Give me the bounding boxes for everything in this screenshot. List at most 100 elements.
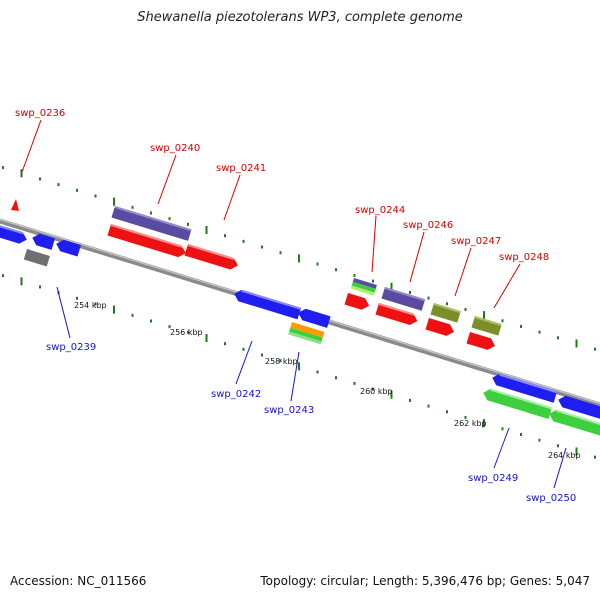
gene-blue-left-2[interactable] (30, 232, 56, 250)
lower-track-tick (187, 330, 189, 334)
gene-red-0248-strand[interactable] (466, 332, 496, 352)
upper-track-tick (557, 336, 559, 340)
lower-track-tick (261, 353, 263, 357)
lower-track-tick (113, 305, 115, 314)
lower-track-tick (409, 398, 411, 402)
label-connectors (21, 119, 567, 489)
lower-track-tick (538, 438, 541, 442)
kbp-label-260: 260 kbp (360, 387, 393, 396)
lower-dotted-track (2, 274, 596, 459)
upper-track-tick (168, 217, 171, 221)
upper-track-tick (261, 245, 263, 249)
lower-track-tick (520, 432, 522, 436)
gene-swp_0240[interactable] (111, 206, 192, 241)
label-swp_0248[interactable]: swp_0248 (499, 252, 549, 263)
gene-blue-right-2[interactable] (556, 394, 600, 424)
gene-blue-left-3[interactable] (54, 238, 81, 257)
gene-swp_0248[interactable] (471, 316, 502, 336)
lower-track-tick (224, 342, 226, 346)
upper-track-tick (20, 169, 23, 178)
label-swp_0240[interactable]: swp_0240 (150, 143, 200, 154)
upper-track-tick (279, 251, 282, 255)
gene-swp_0250[interactable] (547, 408, 600, 438)
upper-track-tick (335, 268, 337, 272)
position-labels: 254 kbp 256 kbp 258 kbp 260 kbp 262 kbp … (74, 301, 581, 460)
gene-swp_0247[interactable] (430, 303, 461, 323)
lower-track-tick (20, 277, 23, 286)
gene-red-0247-strand[interactable] (425, 318, 455, 338)
upper-track-tick (2, 166, 4, 170)
gene-swp_0243[interactable] (288, 322, 325, 345)
gene-gray-left[interactable] (23, 249, 50, 267)
upper-track-tick (353, 273, 356, 277)
kbp-label-258: 258 kbp (265, 357, 298, 366)
upper-track-tick (298, 254, 300, 263)
lower-track-tick (39, 285, 41, 289)
gene-blue-after-0242[interactable] (296, 307, 331, 328)
lower-track-tick (131, 313, 134, 317)
label-swp_0242[interactable]: swp_0242 (211, 389, 261, 400)
lower-track-tick (279, 359, 282, 363)
gene-swp_0249[interactable] (481, 387, 552, 419)
lower-track-tick (372, 387, 374, 391)
upper-track-tick (594, 347, 596, 351)
gene-blue-right-1[interactable] (490, 372, 558, 403)
label-swp_0236[interactable]: swp_0236 (15, 108, 65, 119)
label-swp_0250[interactable]: swp_0250 (526, 493, 576, 504)
label-swp_0241[interactable]: swp_0241 (216, 163, 266, 174)
lower-track-tick (316, 370, 319, 374)
lower-track-tick (298, 362, 300, 371)
upper-track-tick (316, 262, 319, 266)
upper-track-tick (538, 330, 541, 334)
upper-dotted-track (2, 166, 596, 351)
forward-gene-labels: swp_0236 swp_0240 swp_0241 swp_0244 swp_… (15, 108, 549, 263)
lower-track-tick (242, 347, 245, 351)
genome-summary-text: Topology: circular; Length: 5,396,476 bp… (260, 574, 590, 588)
upper-track-tick (39, 177, 41, 181)
upper-track-tick (94, 194, 97, 198)
lower-track-tick (94, 302, 97, 306)
lower-track-tick (483, 419, 485, 428)
upper-track-tick (224, 234, 226, 238)
lower-track-tick (150, 319, 152, 323)
lower-track-tick (205, 334, 208, 343)
upper-track-tick (446, 302, 448, 306)
upper-track-tick (483, 311, 485, 320)
lower-track-tick (353, 381, 356, 385)
upper-track-tick (520, 324, 522, 328)
upper-track-tick (76, 188, 78, 192)
lower-track-tick (2, 274, 4, 278)
gene-blue-left-1[interactable] (0, 224, 29, 245)
gene-swp_0246[interactable] (381, 287, 426, 311)
kbp-label-256: 256 kbp (170, 328, 203, 337)
upper-track-tick (501, 319, 504, 323)
label-swp_0246[interactable]: swp_0246 (403, 220, 453, 231)
upper-track-tick (427, 296, 430, 300)
gene-red-0240-strand[interactable] (107, 224, 187, 259)
label-swp_0239[interactable]: swp_0239 (46, 342, 96, 353)
lower-track-tick (390, 390, 393, 399)
lower-track-tick (168, 325, 171, 329)
upper-track-tick (187, 222, 189, 226)
lower-track-tick (76, 296, 78, 300)
gene-red-0246-strand[interactable] (375, 303, 419, 327)
label-swp_0243[interactable]: swp_0243 (264, 405, 314, 416)
gene-features (0, 199, 600, 438)
gene-swp_0242[interactable] (232, 288, 302, 320)
upper-track-tick (150, 211, 152, 215)
kbp-label-254: 254 kbp (74, 301, 107, 310)
map-title: Shewanella piezotolerans WP3, complete g… (137, 10, 463, 25)
gene-swp_0244[interactable] (350, 278, 377, 296)
lower-track-tick (594, 455, 596, 459)
upper-track-tick (57, 183, 60, 187)
gene-swp_0241[interactable] (184, 244, 239, 271)
label-swp_0249[interactable]: swp_0249 (468, 473, 518, 484)
gene-red-0244-strand[interactable] (344, 293, 370, 311)
label-swp_0247[interactable]: swp_0247 (451, 236, 501, 247)
lower-track-tick (557, 444, 559, 448)
upper-track-tick (409, 290, 411, 294)
gene-swp_0236-marker[interactable] (11, 199, 19, 211)
label-swp_0244[interactable]: swp_0244 (355, 205, 405, 216)
